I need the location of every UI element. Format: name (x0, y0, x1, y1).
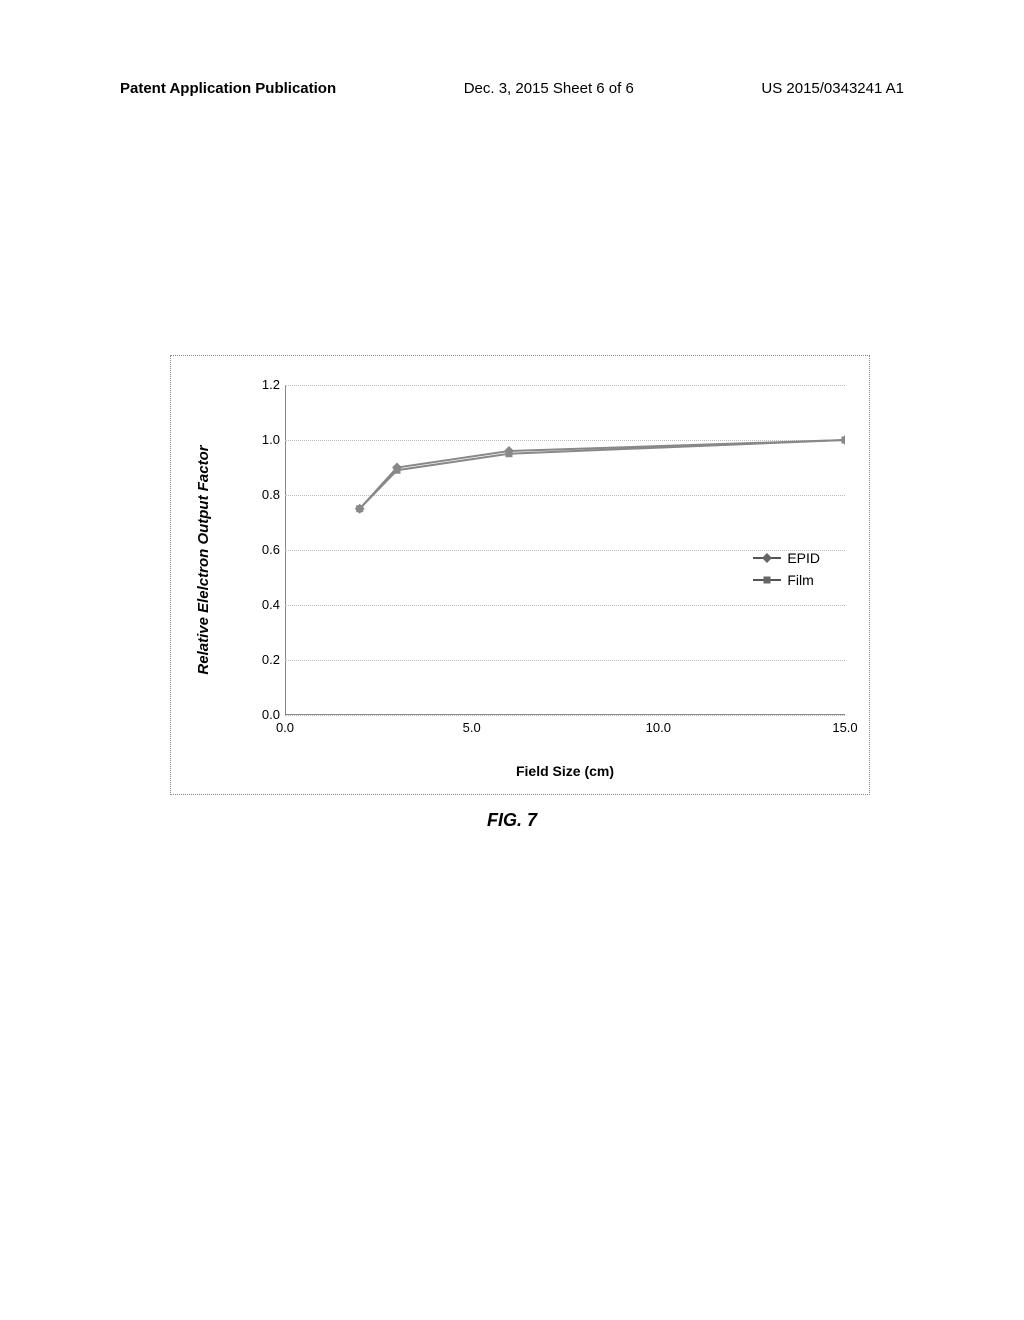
gridline (285, 715, 845, 716)
y-tick-label: 0.4 (250, 597, 280, 612)
x-tick-label: 0.0 (265, 720, 305, 735)
legend-label-film: Film (787, 572, 813, 588)
legend-item-film: Film (753, 572, 820, 588)
square-icon (764, 577, 771, 584)
y-tick-label: 0.6 (250, 542, 280, 557)
y-tick-label: 0.2 (250, 652, 280, 667)
legend-label-epid: EPID (787, 550, 820, 566)
y-tick-label: 1.0 (250, 432, 280, 447)
legend-line-film (753, 579, 781, 581)
header-date-sheet: Dec. 3, 2015 Sheet 6 of 6 (464, 80, 634, 97)
page-header: Patent Application Publication Dec. 3, 2… (0, 80, 1024, 97)
legend-line-epid (753, 557, 781, 559)
header-pubnumber: US 2015/0343241 A1 (761, 80, 904, 97)
plot-area: EPID Film (285, 385, 845, 715)
x-tick-label: 5.0 (452, 720, 492, 735)
x-axis-label: Field Size (cm) (285, 763, 845, 779)
y-axis-label: Relative Elelctron Output Factor (195, 430, 212, 690)
legend-item-epid: EPID (753, 550, 820, 566)
figure-caption: FIG. 7 (0, 810, 1024, 831)
chart-legend: EPID Film (753, 550, 820, 594)
diamond-icon (762, 553, 772, 563)
y-tick-label: 1.2 (250, 377, 280, 392)
x-tick-label: 10.0 (638, 720, 678, 735)
header-publication: Patent Application Publication (120, 80, 336, 97)
chart-area: EPID Film 0.00.20.40.60.81.01.2 0.05.010… (245, 375, 855, 755)
x-tick-label: 15.0 (825, 720, 865, 735)
y-tick-label: 0.8 (250, 487, 280, 502)
